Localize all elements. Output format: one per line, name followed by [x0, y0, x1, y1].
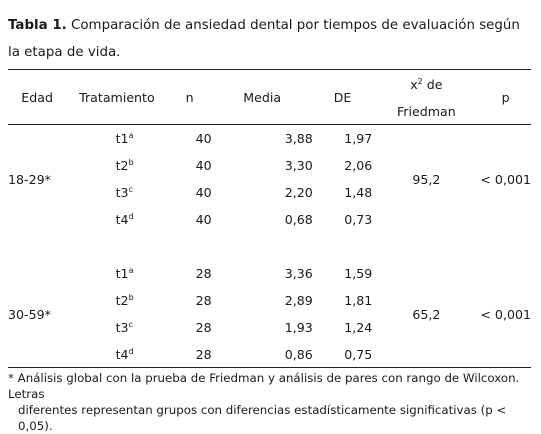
chi-symbol: x	[410, 76, 418, 92]
treatment-time: t2	[115, 293, 129, 308]
de-cell: 0,75	[344, 347, 373, 362]
footnote-line-2: diferentes representan grupos con difere…	[18, 403, 507, 433]
header-p: p	[501, 90, 510, 105]
n-cell: 40	[195, 212, 212, 227]
treatment-time: t4	[115, 212, 129, 227]
n-cell: 28	[195, 320, 212, 335]
treatment-letter: d	[128, 347, 134, 356]
header-media: Media	[243, 90, 282, 105]
treatment-cell: t2b	[66, 287, 167, 314]
chi-value-cell: 65,2	[412, 306, 441, 322]
header-tratamiento: Tratamiento	[79, 90, 155, 105]
de-cell: 1,24	[344, 320, 373, 335]
table-row: t3c 28 1,93 1,24	[8, 314, 531, 341]
n-cell: 40	[195, 185, 212, 200]
treatment-letter: c	[128, 185, 133, 194]
header-edad: Edad	[21, 90, 53, 105]
table-row: t2b 40 3,30 2,06	[8, 152, 531, 179]
header-n: n	[185, 90, 194, 105]
treatment-letter: a	[128, 266, 134, 275]
spacer-cell	[8, 233, 531, 260]
table-row: t4d 28 0,86 0,75	[8, 341, 531, 368]
de-cell: 1,59	[344, 266, 373, 281]
treatment-cell: t4d	[66, 341, 167, 368]
table-footnote: * Análisis global con la prueba de Fried…	[8, 370, 534, 434]
treatment-label: t1a	[116, 266, 146, 281]
de-cell: 0,73	[344, 212, 373, 227]
header-chi-friedman: x2 de Friedman	[372, 70, 480, 125]
table-caption: Tabla 1. Comparación de ansiedad dental …	[8, 12, 534, 66]
data-table: Edad Tratamiento n Media DE x2 de Friedm…	[8, 70, 531, 368]
media-cell: 2,89	[284, 293, 313, 308]
treatment-label: t3c	[116, 185, 146, 200]
de-cell: 1,48	[344, 185, 373, 200]
media-cell: 3,36	[284, 266, 313, 281]
media-cell: 0,86	[284, 347, 313, 362]
table-row: 18-29* t1a 40 3,88 1,97 95,2 < 0,001	[8, 125, 531, 187]
footnote-line-1: * Análisis global con la prueba de Fried…	[8, 371, 520, 401]
treatment-time: t1	[115, 131, 129, 146]
treatment-time: t1	[115, 266, 129, 281]
table-row: 30-59* t1a 28 3,36 1,59 65,2 < 0,001	[8, 260, 531, 322]
table-header-rule	[8, 124, 531, 125]
table-row: t3c 40 2,20 1,48	[8, 179, 531, 206]
media-cell: 3,88	[284, 131, 313, 146]
chi-de: de	[422, 76, 443, 92]
p-value-cell: < 0,001	[480, 171, 531, 187]
chi-value-cell: 95,2	[412, 171, 441, 187]
n-cell: 28	[195, 266, 212, 281]
table-top-rule	[8, 69, 531, 70]
treatment-cell: t2b	[66, 152, 167, 179]
chi-friedman-label: Friedman	[396, 103, 456, 119]
de-cell: 1,97	[344, 131, 373, 146]
chi-superscript: 2	[417, 76, 423, 86]
treatment-letter: c	[128, 320, 133, 329]
treatment-label: t1a	[116, 131, 146, 146]
treatment-label: t3c	[116, 320, 146, 335]
treatment-time: t2	[115, 158, 129, 173]
treatment-letter: b	[128, 158, 134, 167]
header-de: DE	[333, 90, 352, 105]
treatment-time: t3	[115, 320, 129, 335]
n-cell: 28	[195, 347, 212, 362]
treatment-letter: a	[128, 131, 134, 140]
n-cell: 28	[195, 293, 212, 308]
treatment-time: t3	[115, 185, 129, 200]
treatment-cell: t1a	[66, 125, 167, 152]
age-group-cell: 18-29*	[8, 171, 51, 187]
treatment-letter: d	[128, 212, 134, 221]
treatment-cell: t3c	[66, 314, 167, 341]
media-cell: 1,93	[284, 320, 313, 335]
treatment-label: t4d	[116, 212, 146, 227]
n-cell: 40	[195, 158, 212, 173]
document-page: Tabla 1. Comparación de ansiedad dental …	[8, 12, 534, 433]
table-row: t4d 40 0,68 0,73	[8, 206, 531, 233]
header-row: Edad Tratamiento n Media DE x2 de Friedm…	[8, 70, 531, 125]
treatment-cell: t1a	[66, 260, 167, 287]
de-cell: 2,06	[344, 158, 373, 173]
treatment-cell: t4d	[66, 206, 167, 233]
table-body: 18-29* t1a 40 3,88 1,97 95,2 < 0,001 t2b 40 3,30 2…	[8, 125, 531, 368]
group-spacer-row	[8, 233, 531, 260]
treatment-cell: t3c	[66, 179, 167, 206]
treatment-label: t2b	[116, 158, 146, 173]
table-row: t2b 28 2,89 1,81	[8, 287, 531, 314]
age-group-cell: 30-59*	[8, 306, 51, 322]
table-title: Comparación de ansiedad dental por tiemp…	[8, 18, 520, 60]
media-cell: 2,20	[284, 185, 313, 200]
table-label: Tabla 1.	[8, 18, 67, 33]
media-cell: 0,68	[284, 212, 313, 227]
p-value-cell: < 0,001	[480, 306, 531, 322]
media-cell: 3,30	[284, 158, 313, 173]
treatment-label: t2b	[116, 293, 146, 308]
n-cell: 40	[195, 131, 212, 146]
treatment-letter: b	[128, 293, 134, 302]
table-bottom-rule	[8, 367, 531, 368]
de-cell: 1,81	[344, 293, 373, 308]
treatment-label: t4d	[116, 347, 146, 362]
treatment-time: t4	[115, 347, 129, 362]
